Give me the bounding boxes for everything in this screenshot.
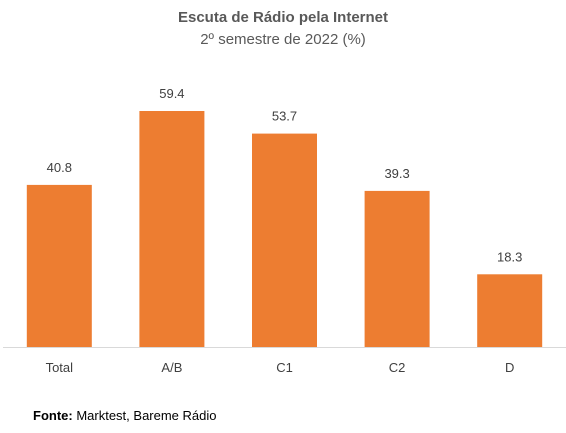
x-tick-label: D xyxy=(505,360,514,375)
x-tick-label: C1 xyxy=(276,360,293,375)
data-label: 40.8 xyxy=(47,160,72,175)
source-label: Fonte: xyxy=(33,408,73,423)
x-tick-label: A/B xyxy=(161,360,182,375)
bar-c1 xyxy=(252,133,317,347)
source-note: Fonte: Marktest, Bareme Rádio xyxy=(33,408,217,423)
data-label: 53.7 xyxy=(272,109,297,124)
bar-c2 xyxy=(364,190,430,347)
data-label: 59.4 xyxy=(159,86,184,101)
bar-total xyxy=(26,184,92,347)
data-label: 18.3 xyxy=(497,249,522,264)
x-tick-label: C2 xyxy=(389,360,406,375)
source-text: Marktest, Bareme Rádio xyxy=(72,408,217,423)
chart-subtitle: 2º semestre de 2022 (%) xyxy=(200,31,366,48)
chart-title: Escuta de Rádio pela Internet xyxy=(177,9,389,26)
data-label: 39.3 xyxy=(384,166,409,181)
bar-a-b xyxy=(139,111,205,347)
bar-d xyxy=(477,274,543,347)
x-tick-label: Total xyxy=(46,360,74,375)
